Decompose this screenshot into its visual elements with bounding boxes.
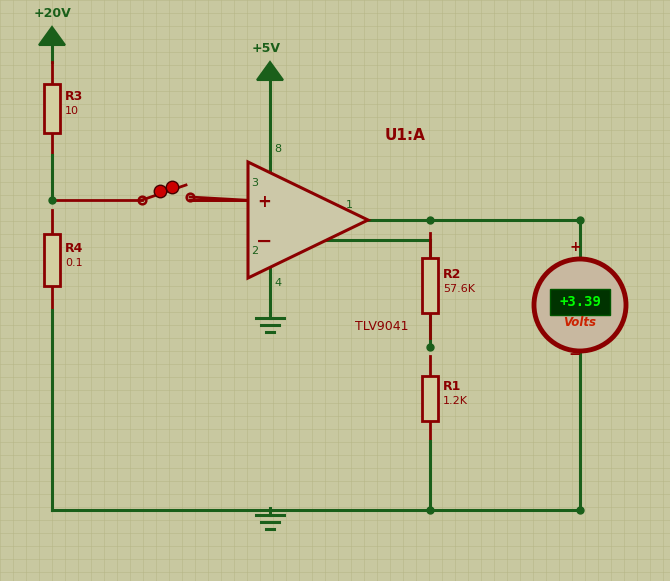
Text: Volts: Volts — [563, 317, 596, 329]
Text: 3: 3 — [251, 178, 258, 188]
Bar — [422, 258, 438, 313]
Text: 1: 1 — [346, 200, 353, 210]
Circle shape — [534, 259, 626, 351]
Text: 8: 8 — [274, 144, 281, 154]
Text: 57.6K: 57.6K — [443, 284, 475, 293]
Text: 4: 4 — [274, 278, 281, 288]
Text: R3: R3 — [65, 91, 83, 103]
Text: +5V: +5V — [252, 42, 281, 55]
Text: R4: R4 — [65, 242, 83, 255]
Text: 1.2K: 1.2K — [443, 396, 468, 407]
Text: −: − — [569, 347, 582, 362]
Text: +: + — [257, 193, 271, 211]
Text: +20V: +20V — [34, 7, 72, 20]
Polygon shape — [39, 27, 65, 45]
Text: 2: 2 — [251, 246, 258, 256]
Text: R2: R2 — [443, 267, 462, 281]
Bar — [44, 84, 60, 132]
Text: −: − — [256, 232, 272, 251]
Text: +3.39: +3.39 — [559, 295, 601, 309]
Text: R1: R1 — [443, 381, 462, 393]
Polygon shape — [257, 62, 283, 80]
Polygon shape — [248, 162, 368, 278]
Text: +: + — [570, 240, 581, 254]
Bar — [422, 376, 438, 421]
Bar — [550, 289, 610, 315]
Text: 0.1: 0.1 — [65, 258, 82, 268]
Text: 10: 10 — [65, 106, 79, 117]
Text: TLV9041: TLV9041 — [355, 320, 409, 333]
Text: U1:A: U1:A — [385, 128, 426, 143]
Bar — [44, 234, 60, 286]
